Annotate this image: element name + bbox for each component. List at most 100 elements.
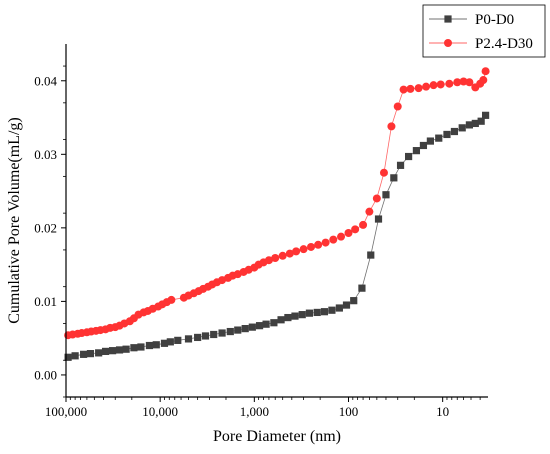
y-tick-label: 0.03: [34, 147, 57, 162]
data-point: [429, 81, 438, 90]
legend-marker: [444, 15, 452, 23]
data-point: [210, 330, 218, 339]
data-point: [71, 352, 79, 360]
series-layer: [64, 67, 490, 361]
data-point: [160, 339, 169, 347]
data-point: [382, 191, 390, 199]
data-point: [399, 85, 408, 94]
series-line: [68, 71, 486, 336]
data-point: [130, 344, 138, 352]
data-point: [406, 84, 415, 93]
data-point: [465, 121, 474, 129]
data-point: [372, 194, 381, 203]
data-point: [234, 326, 242, 334]
axes-layer: [65, 44, 488, 398]
y-tick-label: 0.01: [34, 294, 57, 309]
data-point: [436, 80, 445, 89]
data-point: [108, 347, 117, 355]
x-tick-label: 10: [436, 404, 449, 419]
data-point: [122, 345, 130, 353]
x-tick-label: 1,000: [240, 404, 269, 419]
data-point: [299, 245, 308, 254]
data-point: [115, 346, 124, 354]
data-point: [471, 119, 479, 128]
data-point: [344, 229, 353, 238]
data-point: [459, 77, 468, 86]
data-point: [218, 276, 227, 285]
data-point: [291, 312, 299, 320]
data-point: [255, 322, 264, 330]
data-point: [458, 124, 466, 132]
data-point: [314, 240, 323, 249]
data-point: [335, 304, 343, 312]
data-point: [86, 350, 95, 358]
data-point: [95, 349, 103, 357]
data-point: [453, 78, 462, 87]
legend-item: P0-D0: [429, 12, 514, 28]
data-point: [365, 207, 374, 216]
data-point: [412, 147, 421, 155]
data-point: [64, 353, 72, 361]
data-point: [184, 335, 193, 343]
data-point: [387, 122, 396, 131]
data-point: [350, 297, 358, 305]
data-point: [137, 343, 145, 351]
data-point: [277, 316, 285, 324]
data-point: [194, 333, 202, 342]
legend-marker: [444, 39, 452, 47]
legend: P0-D0 P2.4-D30: [422, 4, 546, 58]
data-point: [145, 341, 154, 350]
data-point: [80, 350, 88, 358]
data-point: [262, 320, 270, 328]
data-point: [465, 78, 474, 87]
data-point: [321, 238, 330, 247]
data-point: [329, 235, 338, 244]
data-point: [328, 306, 336, 314]
data-point: [351, 225, 360, 234]
data-point: [358, 284, 366, 292]
legend-box: [422, 4, 546, 58]
x-tick-label: 10,000: [142, 404, 178, 419]
data-point: [379, 168, 388, 177]
data-point: [393, 102, 402, 111]
y-tick-label: 0.02: [34, 220, 57, 235]
x-tick-label: 100: [339, 404, 359, 419]
data-point: [278, 251, 287, 260]
data-point: [390, 174, 398, 182]
data-point: [374, 215, 383, 223]
data-point: [218, 329, 226, 337]
ticks-layer: 100,000 10,000 1,000 100 10 0.00 0.01 0.02 0.03 0…: [34, 65, 481, 419]
data-point: [450, 127, 459, 136]
data-point: [477, 117, 485, 125]
data-point: [359, 220, 368, 229]
data-point: [167, 295, 176, 304]
data-point: [270, 319, 278, 327]
data-point: [285, 249, 294, 258]
data-point: [342, 301, 351, 309]
data-point: [201, 332, 210, 340]
data-point: [313, 308, 321, 317]
data-point: [443, 130, 451, 139]
data-point: [101, 347, 110, 356]
data-point: [404, 152, 413, 161]
legend-label: P2.4-D30: [475, 36, 533, 52]
legend-item: P2.4-D30: [429, 36, 533, 52]
data-point: [481, 111, 490, 119]
data-point: [435, 134, 443, 142]
legend-label: P0-D0: [475, 12, 514, 28]
x-axis-title: Pore Diameter (nm): [213, 428, 341, 445]
data-point: [298, 311, 306, 319]
y-tick-label: 0.00: [34, 367, 57, 382]
data-point: [307, 242, 316, 251]
series-1: [64, 67, 490, 340]
series-0: [64, 111, 490, 361]
data-point: [414, 84, 423, 93]
data-point: [367, 251, 375, 259]
data-point: [479, 76, 488, 85]
data-point: [396, 161, 405, 169]
data-point: [422, 82, 431, 91]
data-point: [271, 254, 280, 263]
data-point: [226, 327, 234, 336]
data-point: [419, 141, 428, 150]
